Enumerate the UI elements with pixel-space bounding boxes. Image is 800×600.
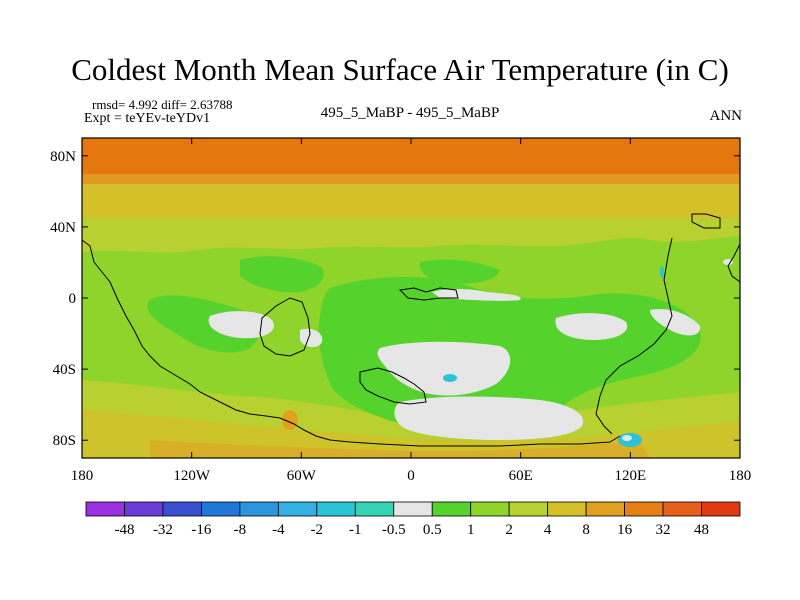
- continent-outline-east: [595, 237, 673, 435]
- field-zero-patch-3: [555, 313, 628, 340]
- colorbar-label: 48: [694, 522, 709, 538]
- field-green-patch-3: [240, 256, 324, 293]
- axis-layer: 180 120W 60W 0 60E 120E 180 80N 40N 0 40S 80S: [50, 138, 751, 484]
- colorbar-swatch: [85, 501, 125, 517]
- field-zero-patch-7: [300, 328, 323, 348]
- field-north-orange: [82, 174, 740, 184]
- colorbar-label: -2: [311, 522, 324, 538]
- colorbar-label: 16: [617, 522, 633, 538]
- y-tick-label: 80S: [53, 433, 76, 449]
- run-label: 495_5_MaBP - 495_5_MaBP: [320, 105, 500, 121]
- field-north-wave: [82, 218, 740, 253]
- colorbar-swatch: [662, 501, 702, 517]
- x-tick-label: 120E: [614, 468, 646, 484]
- rmsd-label: rmsd= 4.992 diff= 2.63788: [92, 97, 233, 112]
- x-tick-label: 60W: [287, 468, 317, 484]
- colorbar-label: -8: [234, 522, 247, 538]
- colorbar-label: 8: [582, 522, 590, 538]
- field-zero-patch-4: [650, 308, 701, 336]
- y-tick-label: 40S: [53, 362, 76, 378]
- colorbar-label: 4: [544, 522, 552, 538]
- field-cold-spot-2-core: [622, 435, 632, 441]
- colorbar-swatch: [624, 501, 664, 517]
- colorbar-swatch: [354, 501, 395, 517]
- field-cold-spot-1: [443, 374, 457, 382]
- colorbar-swatch: [547, 501, 587, 517]
- field-green-patch-4: [419, 259, 500, 284]
- season-label: ANN: [709, 108, 743, 124]
- y-tick-label: 0: [69, 291, 77, 307]
- colorbar-swatch: [201, 501, 241, 517]
- colorbar: -48 -32 -16 -8 -4 -2 -1 -0.5 0.5 1 2 4 8 16 32 48: [85, 501, 741, 538]
- continent-outline-west: [82, 239, 621, 447]
- colorbar-swatch: [393, 501, 433, 517]
- continent-outline-samerica: [259, 297, 311, 357]
- continent-outline-far-east: [727, 243, 740, 283]
- colorbar-label: -0.5: [382, 522, 406, 538]
- x-tick-label: 120W: [173, 468, 211, 484]
- continent-outline-equatorial: [398, 287, 459, 301]
- colorbar-swatch: [124, 501, 164, 517]
- field-south-rim: [150, 440, 650, 458]
- colorbar-swatch: [316, 501, 356, 517]
- colorbar-swatch: [162, 501, 202, 517]
- colorbar-label: 32: [656, 522, 671, 538]
- colorbar-label: -32: [153, 522, 173, 538]
- colorbar-label: -1: [349, 522, 362, 538]
- temperature-field: [82, 138, 740, 458]
- field-green-patch-1: [147, 295, 261, 353]
- field-cold-spot-4: [723, 259, 733, 265]
- y-tick-label: 80N: [50, 149, 76, 165]
- colorbar-label: -16: [191, 522, 211, 538]
- colorbar-label: 2: [505, 522, 513, 538]
- colorbar-swatch: [701, 501, 741, 517]
- colorbar-label: -48: [114, 522, 134, 538]
- field-north-yellow: [82, 184, 740, 218]
- colorbar-swatch: [585, 501, 625, 517]
- x-tick-label: 60E: [509, 468, 533, 484]
- colorbar-swatch: [277, 501, 318, 517]
- experiment-label: Expt = teYEv-teYDv1: [84, 111, 211, 126]
- field-zero-patch-1: [208, 311, 274, 339]
- continent-outline-ne: [691, 213, 721, 229]
- colorbar-label: -4: [272, 522, 285, 538]
- page-title: Coldest Month Mean Surface Air Temperatu…: [71, 52, 729, 87]
- y-tick-label: 40N: [50, 220, 76, 236]
- colorbar-label: 0.5: [423, 522, 442, 538]
- continent-outline-africa: [359, 367, 427, 405]
- field-warm-spot-1: [282, 410, 298, 430]
- colorbar-swatch: [508, 501, 549, 517]
- colorbar-swatch: [470, 501, 510, 517]
- colorbar-swatch: [239, 501, 279, 517]
- x-tick-label: 180: [729, 468, 752, 484]
- x-tick-label: 180: [71, 468, 94, 484]
- colorbar-swatch: [431, 501, 472, 517]
- field-zero-patch-5: [394, 396, 584, 440]
- x-tick-label: 0: [407, 468, 415, 484]
- field-cold-spot-3: [660, 266, 664, 278]
- colorbar-label: 1: [467, 522, 475, 538]
